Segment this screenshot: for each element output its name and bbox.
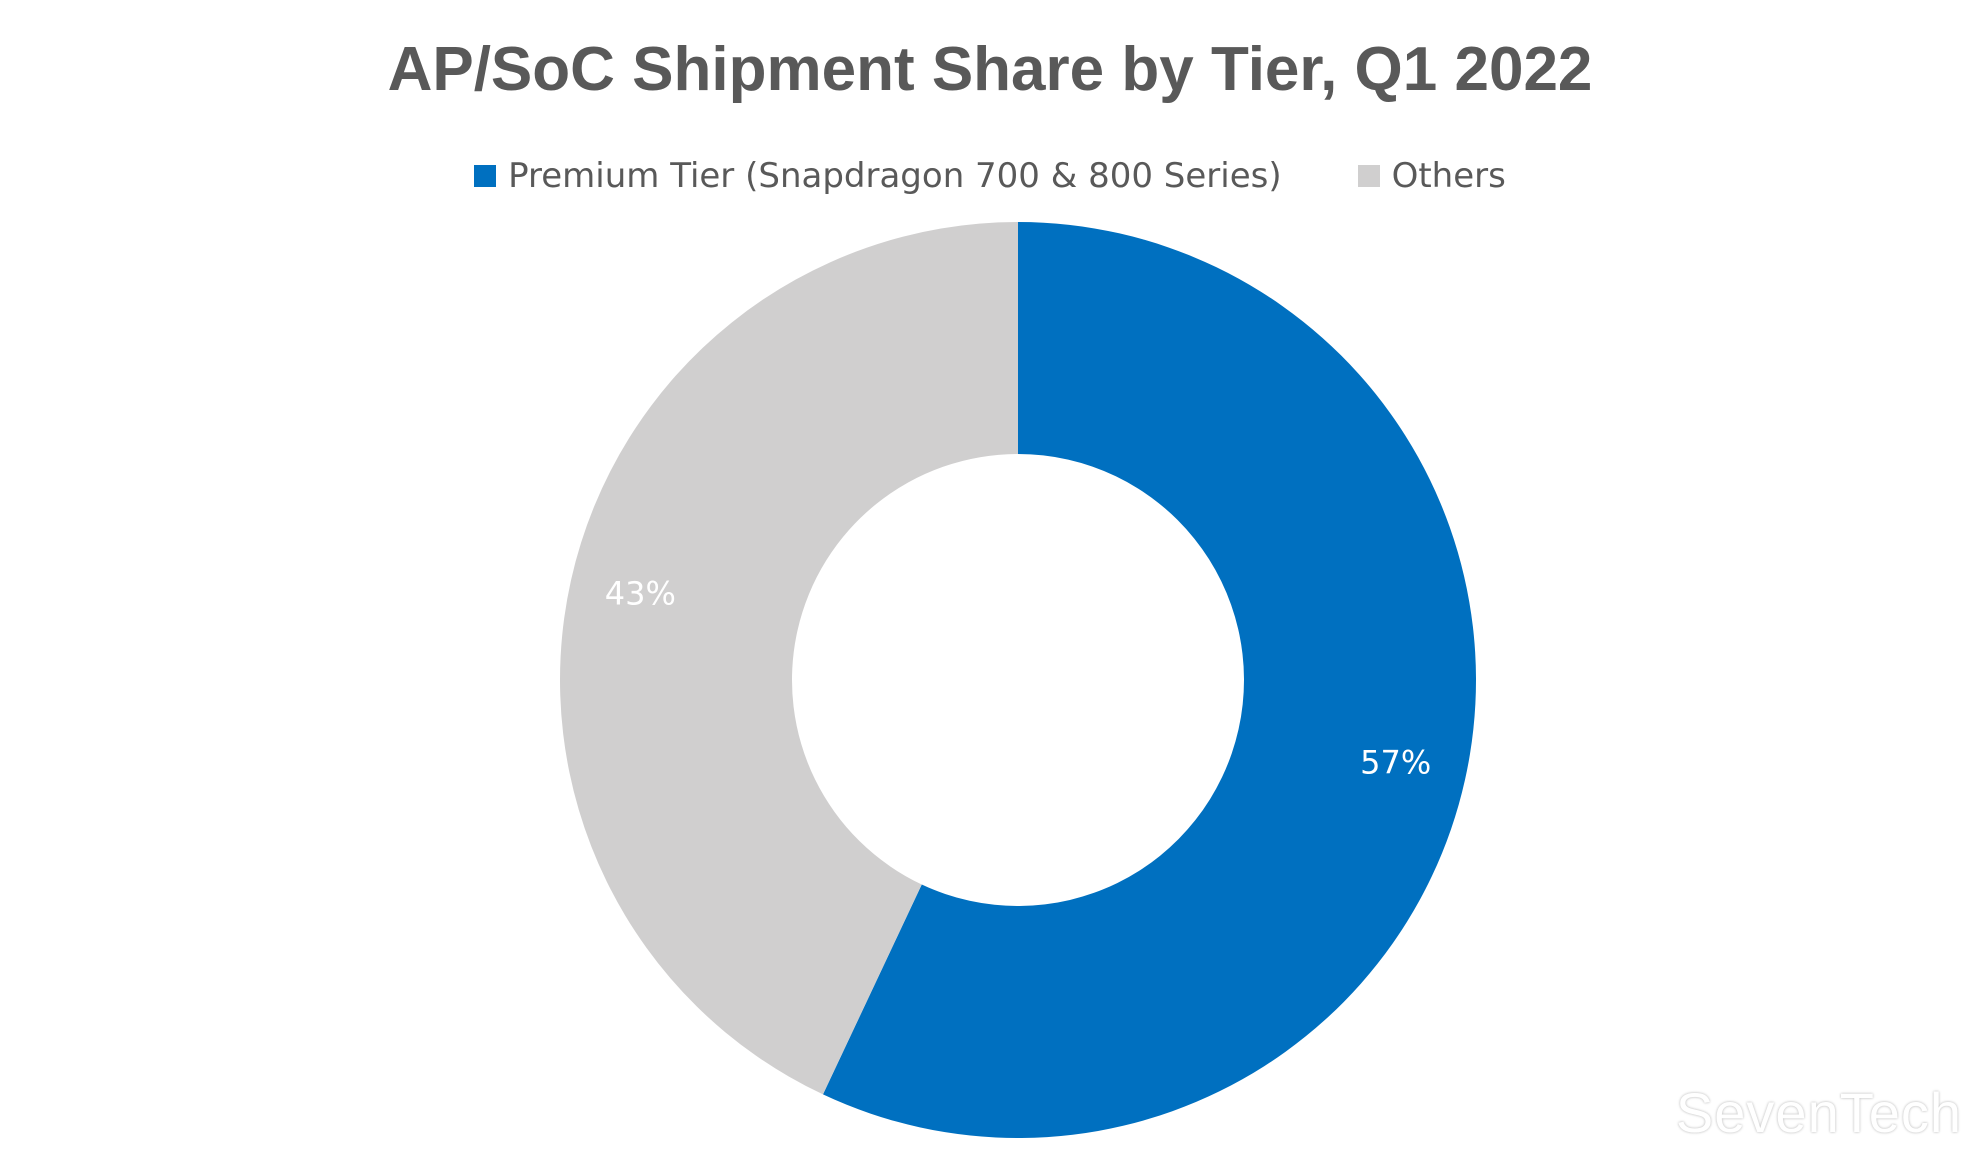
donut-slice-premium xyxy=(822,222,1476,1138)
legend-label-others: Others xyxy=(1391,156,1506,196)
chart-legend: Premium Tier (Snapdragon 700 & 800 Serie… xyxy=(0,156,1980,196)
legend-item-premium: Premium Tier (Snapdragon 700 & 800 Serie… xyxy=(474,156,1282,196)
chart-title: AP/SoC Shipment Share by Tier, Q1 2022 xyxy=(387,35,1593,104)
slice-label-others: 43% xyxy=(605,575,676,613)
donut-slice-others xyxy=(560,222,1018,1095)
legend-item-others: Others xyxy=(1357,156,1506,196)
watermark: SevenTech xyxy=(1675,1081,1962,1144)
legend-swatch-others xyxy=(1357,165,1380,187)
legend-swatch-premium xyxy=(474,165,497,187)
slice-label-premium: 57% xyxy=(1360,743,1431,781)
legend-label-premium: Premium Tier (Snapdragon 700 & 800 Serie… xyxy=(508,156,1282,196)
